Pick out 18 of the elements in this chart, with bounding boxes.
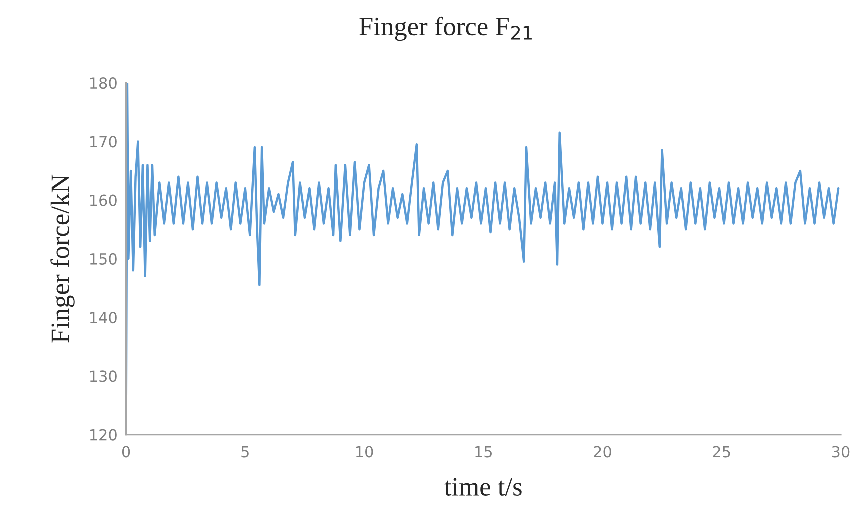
y-tick-label: 160 xyxy=(90,194,117,206)
x-tick-label: 30 xyxy=(832,446,850,458)
y-tick-label: 120 xyxy=(90,429,117,441)
y-tick-label: 180 xyxy=(90,78,117,90)
x-tick-label: 10 xyxy=(356,446,374,458)
y-tick-label: 130 xyxy=(90,370,117,382)
x-tick-label: 20 xyxy=(594,446,612,458)
line-series xyxy=(126,83,840,435)
x-tick-label: 15 xyxy=(476,446,492,458)
x-axis-title: time t/s xyxy=(444,478,522,496)
x-tick-label: 0 xyxy=(122,446,130,458)
x-tick-label: 25 xyxy=(713,446,730,458)
y-tick-label: 170 xyxy=(90,136,117,148)
x-tick-label: 5 xyxy=(242,446,249,458)
y-axis-title: Finger force/kN xyxy=(50,174,75,343)
chart-title: Finger force F$_{21}$ xyxy=(360,16,532,42)
y-tick-label: 150 xyxy=(90,253,117,265)
y-tick-label: 140 xyxy=(90,312,117,324)
